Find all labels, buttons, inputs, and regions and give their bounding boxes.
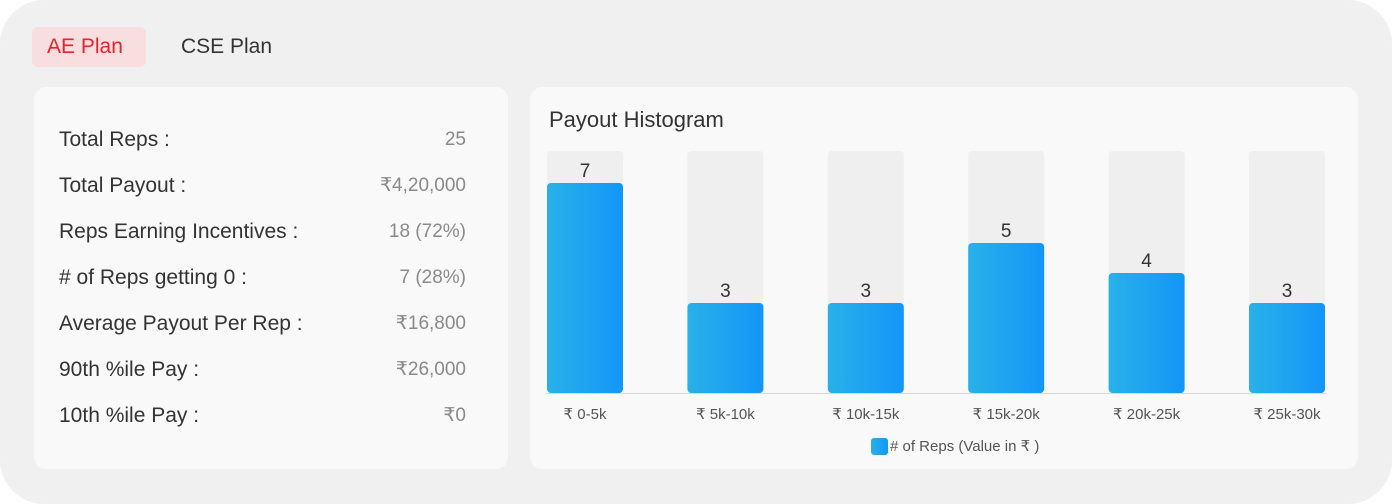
chart-title: Payout Histogram (549, 107, 724, 132)
x-tick-label: ₹ 25k-30k (1253, 406, 1321, 423)
stat-label: Total Payout : (59, 174, 187, 197)
histogram-chart: 7 3 3 5 4 3 ₹ 0-5k ₹ 5k-10k ₹ 10k-15k ₹ 15k-20k ₹… (546, 151, 1326, 423)
histogram-bar[interactable] (687, 303, 764, 393)
stat-reps-zero: # of Reps getting 0 : 7 (28%) (59, 263, 466, 293)
stat-value: ₹16,800 (395, 313, 466, 334)
bar-value-label: 3 (720, 281, 731, 302)
stat-total-reps: Total Reps : 25 (59, 125, 466, 155)
bar-value-label: 5 (1001, 221, 1012, 242)
stat-reps-earning: Reps Earning Incentives : 18 (72%) (59, 217, 466, 247)
stat-value: 7 (28%) (399, 267, 466, 288)
histogram-bar[interactable] (968, 243, 1045, 393)
stat-value: ₹0 (443, 405, 466, 426)
bar-value-label: 3 (861, 281, 872, 302)
histogram-card: Payout Histogram 7 3 3 5 4 3 ₹ 0-5k ₹ 5k-10k ₹ … (530, 87, 1358, 469)
stat-total-payout: Total Payout : ₹4,20,000 (59, 171, 466, 201)
legend-swatch (871, 437, 888, 455)
stat-label: Average Payout Per Rep : (59, 312, 303, 335)
x-tick-label: ₹ 0-5k (564, 406, 607, 423)
summary-card: Total Reps : 25 Total Payout : ₹4,20,000… (34, 87, 508, 469)
stat-label: Total Reps : (59, 128, 170, 151)
bar-value-label: 4 (1141, 251, 1152, 272)
histogram-bar[interactable] (827, 303, 904, 393)
stat-value: ₹4,20,000 (379, 175, 466, 196)
stat-average-payout: Average Payout Per Rep : ₹16,800 (59, 309, 466, 339)
stat-90th-percentile: 90th %ile Pay : ₹26,000 (59, 355, 466, 385)
legend-label: # of Reps (Value in ₹ ) (890, 438, 1040, 455)
x-tick-label: ₹ 5k-10k (696, 406, 755, 423)
x-tick-label: ₹ 20k-25k (1113, 406, 1181, 423)
stat-10th-percentile: 10th %ile Pay : ₹0 (59, 401, 466, 431)
histogram-bar[interactable] (1249, 303, 1325, 393)
stat-label: 10th %ile Pay : (59, 404, 200, 427)
bar-value-label: 3 (1282, 281, 1293, 302)
stat-label: # of Reps getting 0 : (59, 266, 247, 289)
histogram-bar[interactable] (1108, 273, 1185, 393)
chart-legend: # of Reps (Value in ₹ ) (871, 437, 1039, 455)
tab-cse-plan[interactable]: CSE Plan (181, 35, 273, 58)
stat-label: Reps Earning Incentives : (59, 220, 299, 243)
stat-value: 18 (72%) (388, 221, 466, 242)
x-tick-label: ₹ 10k-15k (832, 406, 900, 423)
stat-value: 25 (444, 129, 466, 150)
stat-label: 90th %ile Pay : (59, 358, 200, 381)
histogram-bar[interactable] (547, 183, 623, 393)
x-tick-label: ₹ 15k-20k (973, 406, 1041, 423)
bar-value-label: 7 (580, 161, 591, 182)
stat-value: ₹26,000 (395, 359, 466, 380)
tab-ae-plan[interactable]: AE Plan (32, 27, 146, 67)
